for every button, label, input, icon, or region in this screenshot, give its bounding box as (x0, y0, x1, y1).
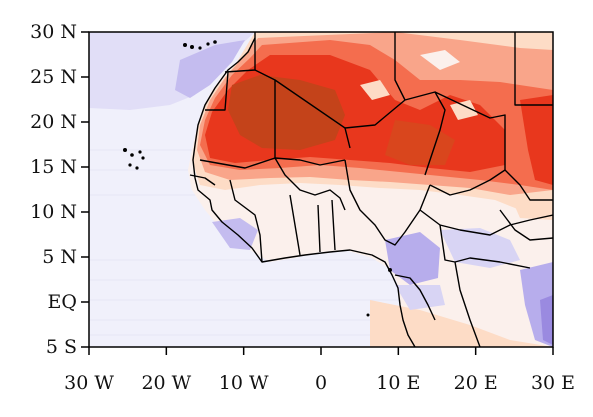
border-drc (454, 261, 481, 347)
y-tick-label: 30 N (30, 21, 77, 43)
border-libya-egypt (394, 32, 553, 106)
border-misc-1 (189, 174, 216, 186)
x-tick-label: 0 (315, 372, 327, 394)
africa-coastline (192, 37, 416, 347)
peach-patch-gabon (370, 300, 553, 347)
y-tick-label: EQ (48, 291, 77, 313)
border-coast-states (229, 179, 336, 263)
border-sudan (504, 169, 553, 201)
x-tick-label: 20 W (141, 372, 191, 394)
x-tick-label: 10 E (376, 372, 420, 394)
y-tick-label: 5 S (46, 336, 77, 358)
border-nigeria (344, 159, 431, 246)
y-tick-label: 25 N (30, 66, 77, 88)
atlantic-purple-core (175, 40, 245, 98)
border-burkina-ghana (274, 157, 346, 211)
border-chad (429, 91, 506, 196)
white-patch-1 (420, 50, 460, 70)
white-patch-3 (360, 80, 390, 100)
tick-layer: 30 N 25 N 20 N 15 N 10 N 5 N EQ 5 S 30 W 20 W 10 W… (30, 21, 575, 394)
border-car-congo (439, 224, 531, 269)
y-tick-label: 20 N (30, 111, 77, 133)
map-plot-area (89, 32, 553, 347)
red-region-east (520, 95, 553, 185)
y-tick-label: 5 N (42, 246, 77, 268)
dark-red-core (228, 75, 345, 150)
border-south-sudan (499, 209, 553, 241)
peach-patch-south (510, 190, 553, 220)
islands (123, 40, 392, 317)
purple-patch-east-core (540, 295, 553, 345)
purple-patch-congo (395, 285, 445, 310)
x-tick-label: 30 W (64, 372, 114, 394)
dark-red-core-east (385, 120, 455, 165)
purple-patch-cameroon (385, 232, 440, 285)
x-tick-label: 30 E (531, 372, 575, 394)
purple-patch-central (440, 228, 520, 268)
border-gabon-congo (394, 274, 436, 321)
white-patch-2 (450, 100, 478, 120)
x-tick-label: 10 W (219, 372, 269, 394)
y-tick-label: 15 N (30, 156, 77, 178)
y-tick-label: 10 N (30, 201, 77, 223)
x-tick-label: 20 E (454, 372, 498, 394)
coastlines-and-borders (189, 32, 553, 347)
